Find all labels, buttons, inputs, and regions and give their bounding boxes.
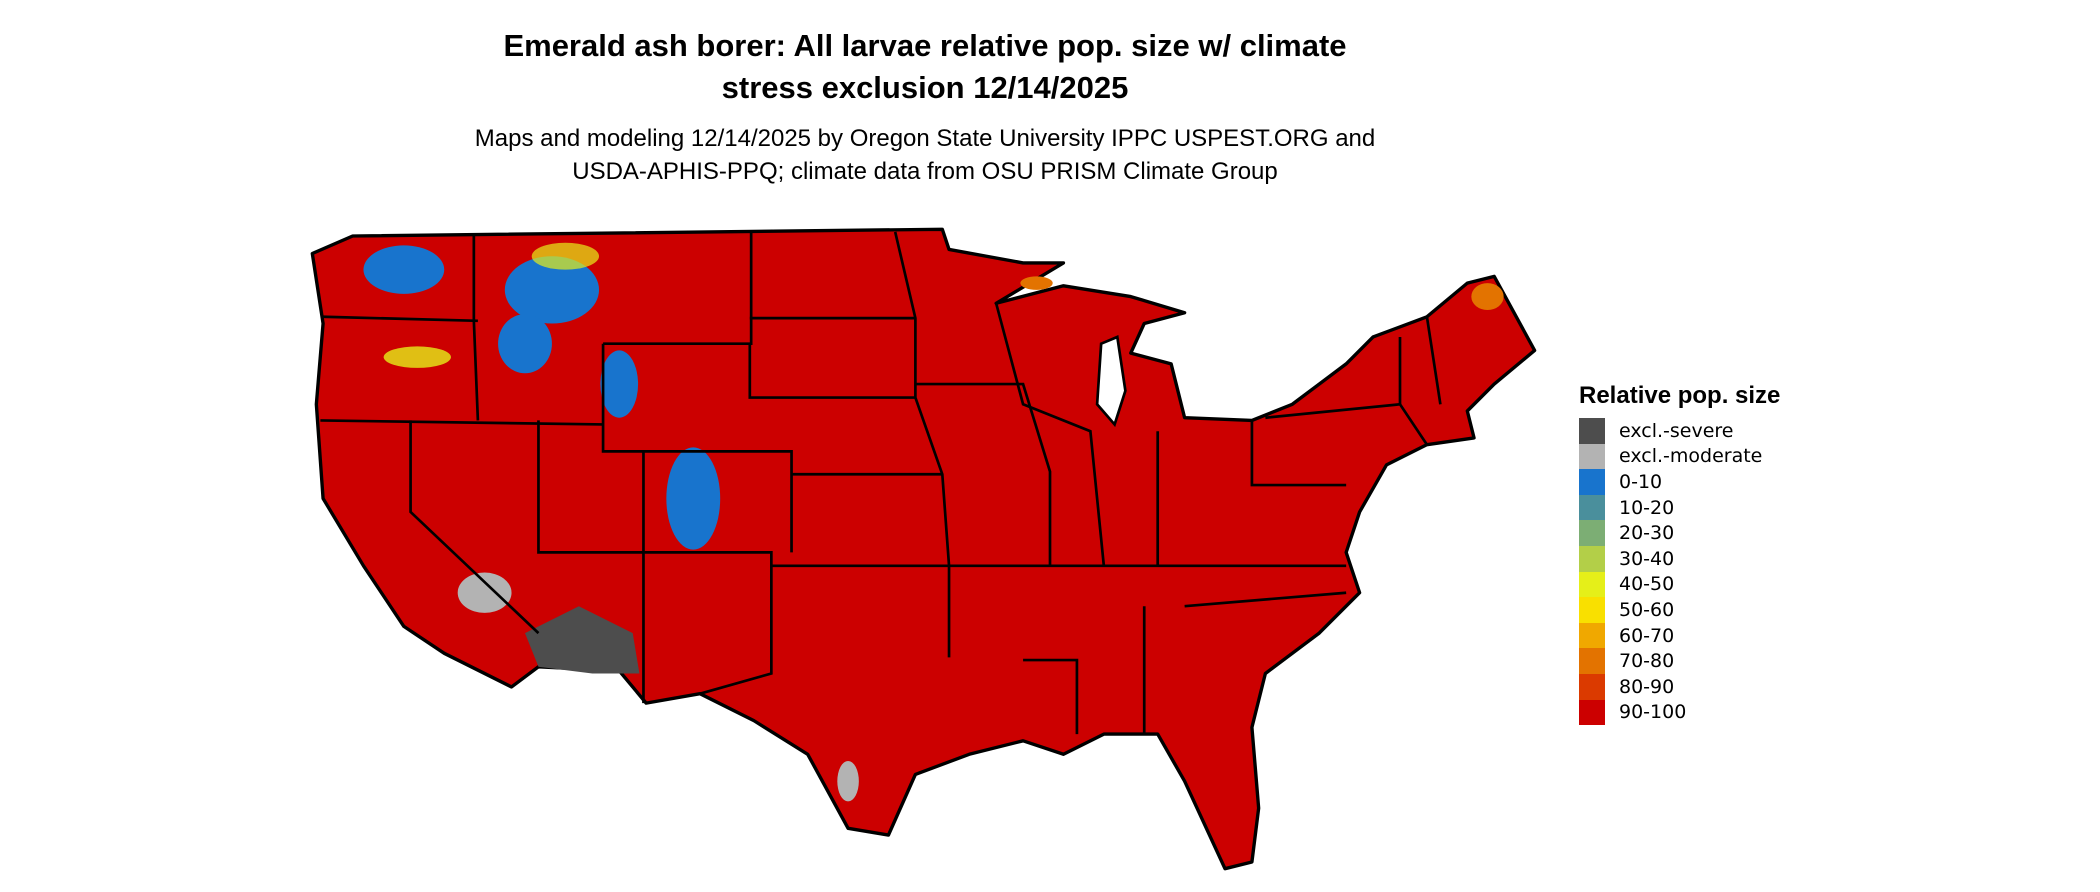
legend-label: 90-100	[1619, 701, 1687, 724]
legend-swatch	[1579, 418, 1605, 444]
low-suitability-patches	[363, 242, 1504, 550]
legend-label: 10-20	[1619, 496, 1675, 519]
legend-item: 90-100	[1579, 699, 1780, 726]
legend-label: excl.-severe	[1619, 419, 1734, 442]
title-line-2: stress exclusion 12/14/2025	[721, 70, 1129, 105]
legend-item: 50-60	[1579, 597, 1780, 623]
legend-item: 60-70	[1579, 622, 1780, 649]
legend-item: 80-90	[1579, 673, 1780, 700]
legend-label: 30-40	[1619, 547, 1675, 570]
lake-michigan	[1095, 335, 1127, 428]
legend-item: 70-80	[1579, 648, 1780, 674]
legend-swatch	[1579, 648, 1605, 674]
subtitle-line-1: Maps and modeling 12/14/2025 by Oregon S…	[474, 125, 1376, 152]
legend-item: 20-30	[1579, 520, 1780, 546]
subtitle-line-2: USDA-APHIS-PPQ; climate data from OSU PR…	[572, 158, 1278, 185]
legend-swatch	[1579, 673, 1605, 700]
legend-label: 40-50	[1619, 573, 1675, 596]
legend-swatch	[1579, 571, 1605, 598]
legend-swatch	[1579, 494, 1605, 521]
legend-item: excl.-moderate	[1579, 443, 1780, 470]
legend-swatch	[1579, 469, 1605, 495]
legend-swatch	[1579, 622, 1605, 649]
legend-swatch	[1579, 520, 1605, 546]
legend-item: 0-10	[1579, 469, 1780, 495]
legend-item: 10-20	[1579, 494, 1780, 521]
legend-swatch	[1579, 443, 1605, 470]
state-borders	[320, 231, 1442, 735]
title-line-1: Emerald ash borer: All larvae relative p…	[503, 28, 1347, 63]
legend-item: excl.-severe	[1579, 418, 1780, 444]
legend-item: 30-40	[1579, 545, 1780, 572]
legend-label: 20-30	[1619, 522, 1675, 545]
legend-label: 0-10	[1619, 470, 1663, 493]
legend-label: 80-90	[1619, 675, 1675, 698]
legend-item: 40-50	[1579, 571, 1780, 598]
legend-swatch	[1579, 545, 1605, 572]
legend-label: 70-80	[1619, 650, 1675, 673]
legend-label: excl.-moderate	[1619, 445, 1763, 468]
legend-label: 60-70	[1619, 624, 1675, 647]
legend-title: Relative pop. size	[1579, 382, 1781, 409]
legend-swatch	[1579, 597, 1605, 623]
us-outline	[310, 227, 1537, 871]
legend: Relative pop. size excl.-severe excl.-mod…	[1579, 382, 1781, 726]
excluded-patches	[457, 572, 859, 802]
legend-swatch	[1579, 699, 1605, 726]
legend-label: 50-60	[1619, 598, 1675, 621]
